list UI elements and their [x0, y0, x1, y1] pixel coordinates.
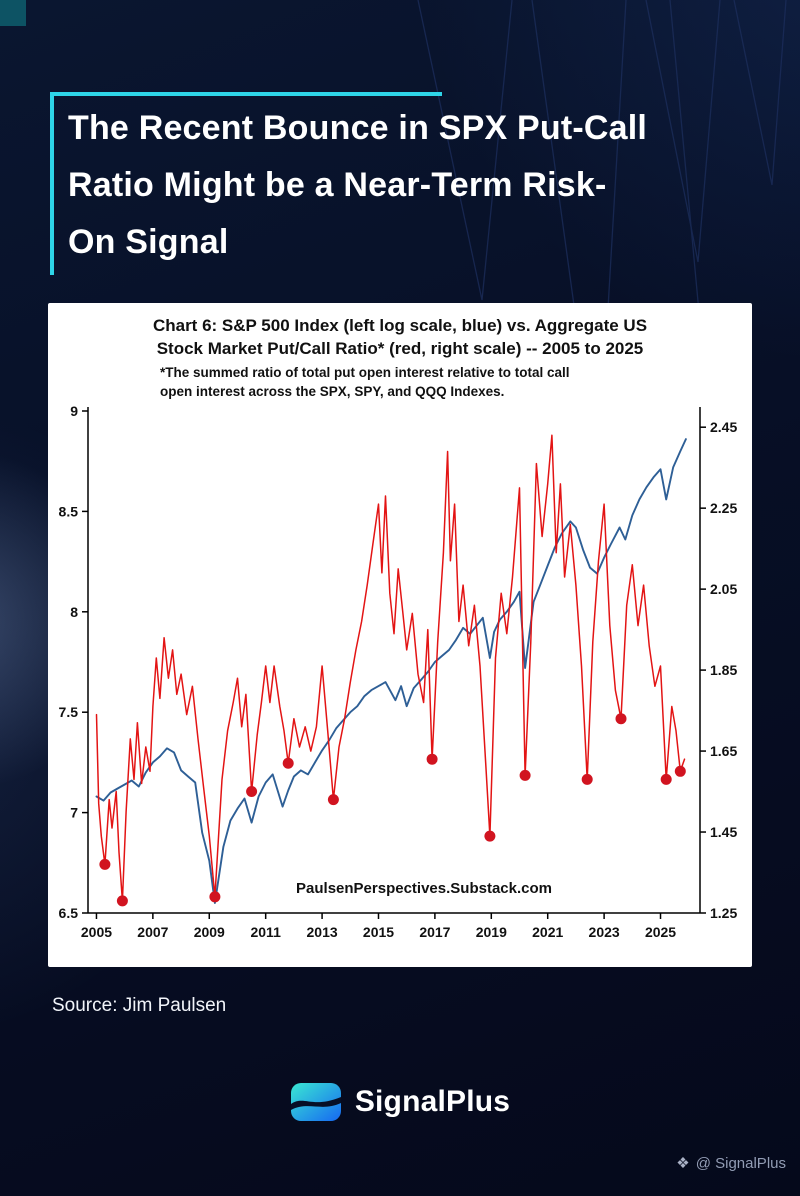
binance-diamond-icon: ❖ — [676, 1155, 690, 1172]
chart-card: Chart 6: S&P 500 Index (left log scale, … — [48, 303, 752, 967]
right-tick-label: 1.25 — [710, 905, 737, 921]
chart-subtitle-line-1: *The summed ratio of total put open inte… — [160, 365, 570, 380]
x-tick-label: 2017 — [419, 924, 450, 940]
signalplus-logo-icon — [290, 1083, 341, 1121]
x-tick-label: 2009 — [194, 924, 225, 940]
x-tick-label: 2025 — [645, 924, 676, 940]
x-tick-label: 2007 — [137, 924, 168, 940]
left-tick-label: 7.5 — [59, 704, 79, 720]
headline-block: The Recent Bounce in SPX Put-Call Ratio … — [50, 92, 728, 275]
plot-inner-label: PaulsenPerspectives.Substack.com — [296, 880, 552, 897]
x-tick-label: 2019 — [476, 924, 507, 940]
low-marker — [209, 891, 221, 903]
left-tick-label: 7 — [70, 805, 78, 821]
series-line-1 — [95, 434, 686, 902]
right-tick-label: 2.45 — [710, 419, 737, 435]
chart-subtitle-line-2: open interest across the SPX, SPY, and Q… — [160, 384, 505, 399]
chart-title-line-2: Stock Market Put/Call Ratio* (red, right… — [156, 339, 644, 358]
watermark-text: @ SignalPlus — [695, 1154, 786, 1172]
left-tick-label: 8 — [70, 604, 78, 620]
plot-area: 6.5 7 7.5 8 8.5 9 1.25 1.45 1.65 1.85 2.05 2.25 2.45… — [48, 403, 752, 968]
right-tick-label: 1.65 — [710, 743, 737, 759]
low-marker — [282, 757, 294, 769]
right-tick-label: 2.05 — [710, 581, 737, 597]
x-tick-label: 2015 — [363, 924, 394, 940]
x-tick-label: 2011 — [250, 924, 281, 940]
low-marker — [581, 773, 593, 785]
x-tick-label: 2005 — [81, 924, 112, 940]
left-tick-label: 9 — [70, 403, 78, 419]
low-marker — [99, 858, 111, 870]
corner-accent-square — [0, 0, 26, 26]
low-marker — [519, 769, 531, 781]
left-tick-label: 6.5 — [59, 905, 79, 921]
chart-title-line-1: Chart 6: S&P 500 Index (left log scale, … — [152, 316, 648, 335]
x-tick-label: 2021 — [532, 924, 563, 940]
x-tick-label: 2013 — [307, 924, 338, 940]
right-tick-label: 1.85 — [710, 662, 737, 678]
low-marker — [116, 895, 128, 907]
low-marker — [615, 713, 627, 725]
headline-line-3: On Signal — [68, 223, 229, 261]
brand-footer: SignalPlus — [0, 1078, 800, 1126]
left-tick-label: 8.5 — [59, 503, 79, 519]
low-marker — [426, 753, 438, 765]
series-line-0 — [95, 438, 687, 904]
low-marker — [484, 830, 496, 842]
x-tick-label: 2023 — [589, 924, 620, 940]
headline-line-2: Ratio Might be a Near-Term Risk- — [68, 166, 607, 204]
right-tick-label: 1.45 — [710, 824, 737, 840]
headline-line-1: The Recent Bounce in SPX Put-Call — [68, 109, 648, 147]
source-credit: Source: Jim Paulsen — [52, 995, 227, 1016]
plot-svg: 6.5 7 7.5 8 8.5 9 1.25 1.45 1.65 1.85 2.05 2.25 2.45… — [59, 403, 738, 940]
low-marker — [246, 786, 258, 797]
brand-name: SignalPlus — [354, 1085, 511, 1118]
right-tick-label: 2.25 — [710, 500, 737, 516]
watermark: ❖ @ SignalPlus — [676, 1154, 786, 1173]
low-marker — [674, 765, 686, 777]
low-marker — [660, 773, 672, 785]
low-marker — [327, 794, 339, 806]
